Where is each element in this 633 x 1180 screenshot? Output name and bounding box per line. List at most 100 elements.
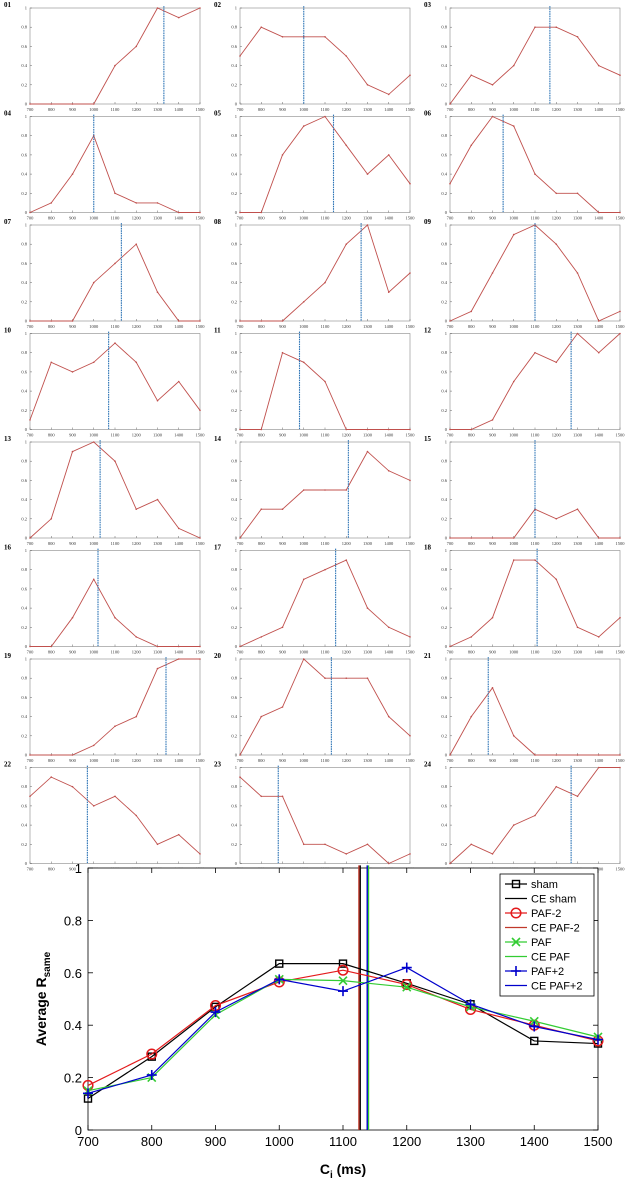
panel-data-point xyxy=(29,103,31,105)
x-tick-label: 800 xyxy=(258,216,266,221)
y-tick-label: 1 xyxy=(235,114,237,119)
panel-data-point xyxy=(29,211,31,214)
panel-data-point xyxy=(177,527,180,530)
y-tick-label: 0.2 xyxy=(21,82,27,87)
panel-data-point xyxy=(619,310,621,313)
panel-label: 08 xyxy=(214,218,222,226)
panel-data-point xyxy=(449,103,451,105)
x-tick-label: 1500 xyxy=(406,433,416,438)
y-tick-label: 0.2 xyxy=(231,625,237,630)
x-tick-label: 900 xyxy=(69,541,77,546)
x-tick-label: 1400 xyxy=(384,758,394,763)
x-tick-label: 700 xyxy=(27,541,35,546)
y-tick-label: 0.8 xyxy=(441,242,447,247)
panel-data-point xyxy=(260,795,263,798)
panel-data-point xyxy=(199,658,201,660)
panel-data-point xyxy=(156,291,159,294)
x-tick-label: 1500 xyxy=(406,650,416,655)
y-tick-label: 1 xyxy=(445,548,447,553)
panel-data-point xyxy=(512,537,515,539)
average-chart: 0 0.2 0.4 0.6 0.8 1 700 800 900 1000 1100 1200 1300 1… xyxy=(33,861,612,1180)
legend-label: CE PAF-2 xyxy=(531,923,580,935)
x-tick-label: 1200 xyxy=(552,758,562,763)
x-tick-label: 1500 xyxy=(406,216,416,221)
x-tick-label: 1200 xyxy=(342,758,352,763)
y-tick-label: 0.4 xyxy=(21,606,27,611)
panel-data-point xyxy=(366,84,369,86)
panel-data-point xyxy=(135,715,138,718)
y-tick-label: 0.6 xyxy=(231,695,237,700)
marker-square xyxy=(511,879,521,889)
panel-data-point xyxy=(534,559,536,561)
x-tick-label: 1200 xyxy=(132,541,142,546)
panel-data-point xyxy=(534,754,536,756)
legend-label: PAF-2 xyxy=(531,908,561,920)
panel-data-point xyxy=(135,243,138,245)
x-tick-label: 1100 xyxy=(531,107,541,112)
panel-data-point xyxy=(92,578,95,581)
marker-x xyxy=(402,982,412,992)
y-tick-label: 0.2 xyxy=(21,408,27,413)
y-tick-label: 0.6 xyxy=(441,803,447,808)
panel-data-point xyxy=(576,795,579,798)
y-tick-label: 1 xyxy=(25,114,27,119)
panel-data-point xyxy=(512,735,515,737)
y-tick-label: 1 xyxy=(25,440,27,445)
y-tick-label: 0.2 xyxy=(441,625,447,630)
x-tick-label: 1300 xyxy=(153,324,163,329)
panel-data-point xyxy=(597,766,600,769)
panel-frame xyxy=(449,550,621,647)
x-tick-label: 1100 xyxy=(321,650,331,655)
y-tick-label: 0.6 xyxy=(21,369,27,374)
x-tick-label: 900 xyxy=(205,1134,227,1149)
panel-frame xyxy=(239,116,411,213)
y-tick-label: 0 xyxy=(25,536,28,541)
panel-data-point xyxy=(409,74,411,76)
x-tick-label: 800 xyxy=(48,867,56,872)
panel-data-point xyxy=(114,460,116,463)
panel-data-point xyxy=(512,824,515,826)
panel-data-point xyxy=(135,202,138,204)
marker-square xyxy=(275,959,284,968)
panel-label: 02 xyxy=(214,1,222,9)
panel-data-point xyxy=(597,351,600,354)
y-tick-label: 0 xyxy=(445,427,448,432)
x-tick-label: 1300 xyxy=(573,650,583,655)
panel-data-point xyxy=(29,537,31,539)
y-tick-label: 0.8 xyxy=(441,350,447,355)
x-tick-label: 700 xyxy=(27,216,35,221)
y-tick-label: 0.4 xyxy=(231,714,237,719)
panel-data-point xyxy=(114,725,116,727)
y-tick-label: 0 xyxy=(445,210,448,215)
y-tick-label: 0.2 xyxy=(21,299,27,304)
x-tick-label: 900 xyxy=(489,324,497,329)
panel-data-point xyxy=(177,211,180,214)
panel-data-point xyxy=(92,744,95,747)
panel-data-point xyxy=(281,508,284,511)
panel-label: 03 xyxy=(424,1,432,9)
x-tick-label: 1300 xyxy=(573,433,583,438)
x-tick-label: 1100 xyxy=(531,541,541,546)
y-tick-label: 0.8 xyxy=(21,242,27,247)
y-tick-label: 0.8 xyxy=(231,133,237,138)
x-tick-label: 1100 xyxy=(111,541,121,546)
y-tick-label: 0.6 xyxy=(231,369,237,374)
panel-data-point xyxy=(470,636,473,638)
panel-data-point xyxy=(281,36,284,38)
panel-data-point xyxy=(114,192,116,195)
panel-data-point xyxy=(491,272,494,274)
x-tick-label: 1000 xyxy=(89,758,99,763)
panel-data-point xyxy=(260,320,263,322)
x-tick-label: 1000 xyxy=(509,107,519,112)
marker-x xyxy=(338,976,348,986)
y-tick-label: 0.2 xyxy=(441,842,447,847)
panel-data-point xyxy=(366,224,369,226)
panel-data-point xyxy=(199,645,201,648)
x-tick-label: 1400 xyxy=(520,1134,549,1149)
x-tick-label: 1400 xyxy=(594,541,604,546)
y-tick-label: 0.8 xyxy=(441,784,447,789)
y-tick-label: 0 xyxy=(75,1123,82,1138)
y-tick-label: 1 xyxy=(445,657,447,662)
